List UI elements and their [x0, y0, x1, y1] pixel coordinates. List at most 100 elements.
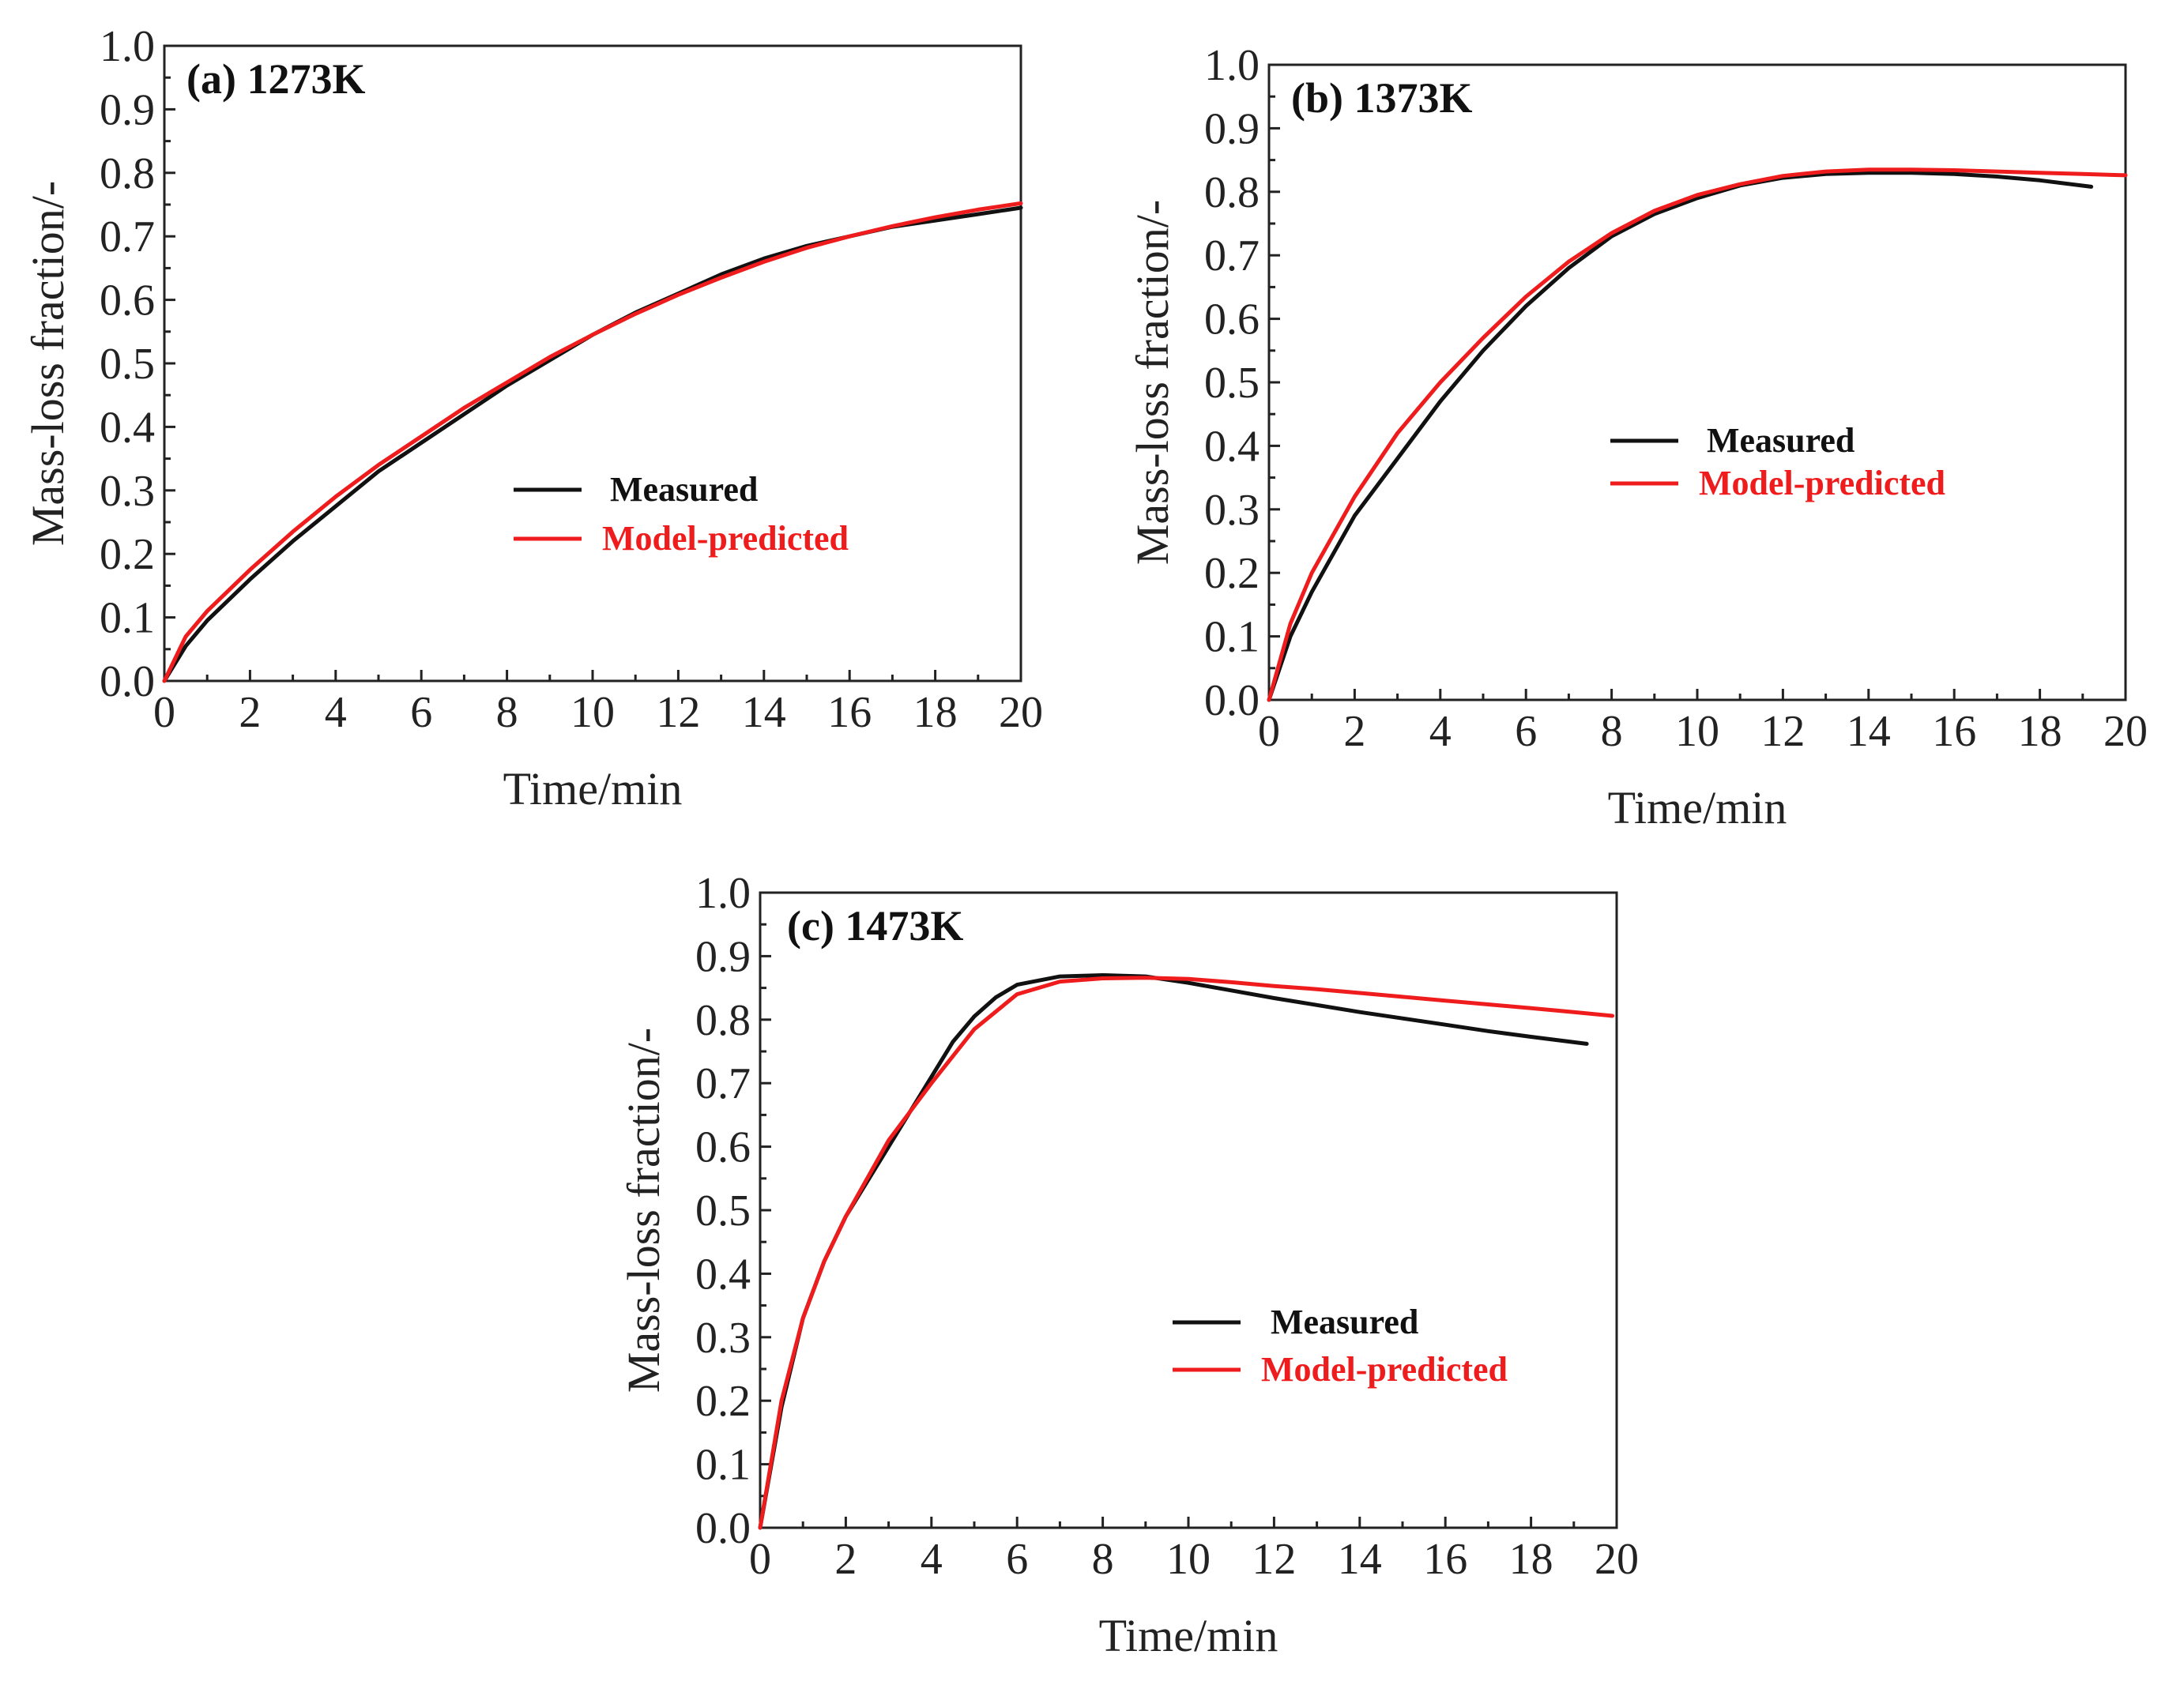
y-tick-label: 1.0 — [1204, 41, 1260, 90]
y-tick-label: 0.7 — [695, 1059, 751, 1108]
legend-label-measured: Measured — [1707, 421, 1855, 460]
x-tick-label: 14 — [1338, 1535, 1382, 1584]
x-tick-label: 12 — [1252, 1535, 1296, 1584]
x-tick-label: 16 — [1932, 707, 1976, 756]
y-tick-label: 0.2 — [695, 1377, 751, 1426]
axis-ticks: 0 2 4 6 8 10 12 14 16 18 20 0.0 0.1 0.2 0.3 0.4 0.5 0.6 0.… — [695, 869, 1639, 1584]
x-tick-label: 20 — [2103, 707, 2148, 756]
panel-title: (a) 1273K — [186, 55, 365, 103]
y-tick-label: 0.0 — [1204, 676, 1260, 725]
y-tick-label: 0.2 — [1204, 549, 1260, 598]
x-tick-label: 4 — [921, 1535, 943, 1584]
x-tick-label: 18 — [913, 688, 958, 737]
y-tick-label: 0.9 — [1204, 104, 1260, 153]
y-tick-label: 0.2 — [100, 530, 155, 579]
x-tick-label: 10 — [570, 688, 615, 737]
x-tick-label: 2 — [834, 1535, 857, 1584]
y-tick-label: 0.7 — [100, 212, 155, 261]
x-tick-label: 2 — [1343, 707, 1365, 756]
y-tick-label: 0.1 — [100, 594, 155, 643]
y-tick-label: 0.8 — [695, 996, 751, 1045]
plot-frame — [163, 44, 1022, 683]
chart-panel-a: 0 2 4 6 8 10 12 14 16 18 20 0.0 0.1 0.2 0.3 0.4 0.5 0.6 0.… — [22, 22, 1043, 814]
x-tick-label: 0 — [749, 1535, 771, 1584]
y-tick-label: 0.1 — [695, 1441, 751, 1490]
x-tick-label: 10 — [1675, 707, 1719, 756]
y-tick-label: 0.8 — [100, 149, 155, 198]
y-tick-label: 0.4 — [695, 1250, 751, 1299]
axis-ticks: 0 2 4 6 8 10 12 14 16 18 20 0.0 0.1 0.2 0.3 0.4 0.5 0.6 0.… — [100, 22, 1043, 737]
series-line-model-predicted — [162, 201, 1023, 683]
x-tick-label: 4 — [325, 688, 347, 737]
x-axis-title: Time/min — [1608, 782, 1787, 833]
y-axis-title: Mass-loss fraction/- — [618, 1028, 669, 1393]
axis-ticks: 0 2 4 6 8 10 12 14 16 18 20 0.0 0.1 0.2 0.3 0.4 0.5 0.6 0.… — [1204, 41, 2148, 756]
y-tick-label: 1.0 — [100, 22, 155, 71]
series-line-measured — [1267, 171, 2094, 702]
legend: Measured Model-predicted — [514, 470, 849, 558]
series-line-measured — [162, 205, 1023, 683]
x-tick-label: 6 — [1006, 1535, 1028, 1584]
plot-frame — [1267, 63, 2127, 701]
y-tick-label: 0.5 — [1204, 359, 1260, 408]
chart-panel-c: 0 2 4 6 8 10 12 14 16 18 20 0.0 0.1 0.2 0.3 0.4 0.5 0.6 0.… — [618, 869, 1639, 1661]
x-tick-label: 20 — [999, 688, 1043, 737]
x-tick-label: 10 — [1166, 1535, 1211, 1584]
x-tick-label: 12 — [656, 688, 700, 737]
x-tick-label: 8 — [1092, 1535, 1114, 1584]
y-tick-label: 1.0 — [695, 869, 751, 918]
y-tick-label: 0.5 — [695, 1186, 751, 1235]
x-axis-title: Time/min — [1099, 1610, 1278, 1661]
x-tick-label: 4 — [1429, 707, 1452, 756]
y-tick-label: 0.6 — [1204, 295, 1260, 344]
y-tick-label: 0.7 — [1204, 231, 1260, 280]
y-tick-label: 0.4 — [100, 403, 155, 452]
panel-title: (c) 1473K — [787, 902, 963, 950]
y-tick-label: 0.6 — [100, 276, 155, 325]
x-tick-label: 12 — [1760, 707, 1805, 756]
legend-label-measured: Measured — [610, 470, 758, 509]
y-tick-label: 0.5 — [100, 340, 155, 389]
y-tick-label: 0.3 — [100, 467, 155, 516]
legend-label-model-predicted: Model-predicted — [1699, 464, 1945, 502]
legend-label-model-predicted: Model-predicted — [602, 519, 849, 558]
chart-panel-b: 0 2 4 6 8 10 12 14 16 18 20 0.0 0.1 0.2 0.3 0.4 0.5 0.6 0.… — [1127, 41, 2148, 833]
series-layer — [162, 201, 1023, 683]
x-tick-label: 16 — [1423, 1535, 1467, 1584]
x-tick-label: 20 — [1595, 1535, 1639, 1584]
x-tick-label: 0 — [153, 688, 175, 737]
x-tick-label: 18 — [1509, 1535, 1553, 1584]
x-tick-label: 14 — [1847, 707, 1891, 756]
x-tick-label: 14 — [742, 688, 786, 737]
y-tick-label: 0.4 — [1204, 422, 1260, 471]
y-tick-label: 0.9 — [695, 932, 751, 981]
series-line-model-predicted — [1267, 167, 2128, 702]
x-tick-label: 6 — [410, 688, 432, 737]
series-layer — [1267, 167, 2128, 702]
legend-label-measured: Measured — [1271, 1303, 1418, 1341]
y-tick-label: 0.1 — [1204, 613, 1260, 662]
x-tick-label: 16 — [827, 688, 872, 737]
y-tick-label: 0.0 — [100, 657, 155, 706]
plot-frame — [759, 891, 1618, 1529]
series-line-measured — [758, 973, 1589, 1530]
legend: Measured Model-predicted — [1173, 1303, 1508, 1389]
y-tick-label: 0.9 — [100, 85, 155, 134]
x-tick-label: 0 — [1258, 707, 1280, 756]
x-tick-label: 6 — [1515, 707, 1537, 756]
panel-title: (b) 1373K — [1291, 74, 1473, 122]
x-tick-label: 18 — [2018, 707, 2062, 756]
y-tick-label: 0.0 — [695, 1504, 751, 1553]
x-tick-label: 8 — [496, 688, 518, 737]
y-tick-label: 0.8 — [1204, 168, 1260, 217]
y-tick-label: 0.3 — [1204, 486, 1260, 535]
y-tick-label: 0.3 — [695, 1314, 751, 1363]
x-tick-label: 8 — [1601, 707, 1623, 756]
x-axis-title: Time/min — [503, 763, 683, 814]
y-tick-label: 0.6 — [695, 1123, 751, 1172]
legend: Measured Model-predicted — [1610, 421, 1945, 502]
x-tick-label: 2 — [239, 688, 261, 737]
y-axis-title: Mass-loss fraction/- — [22, 181, 73, 546]
series-line-model-predicted — [758, 976, 1615, 1530]
